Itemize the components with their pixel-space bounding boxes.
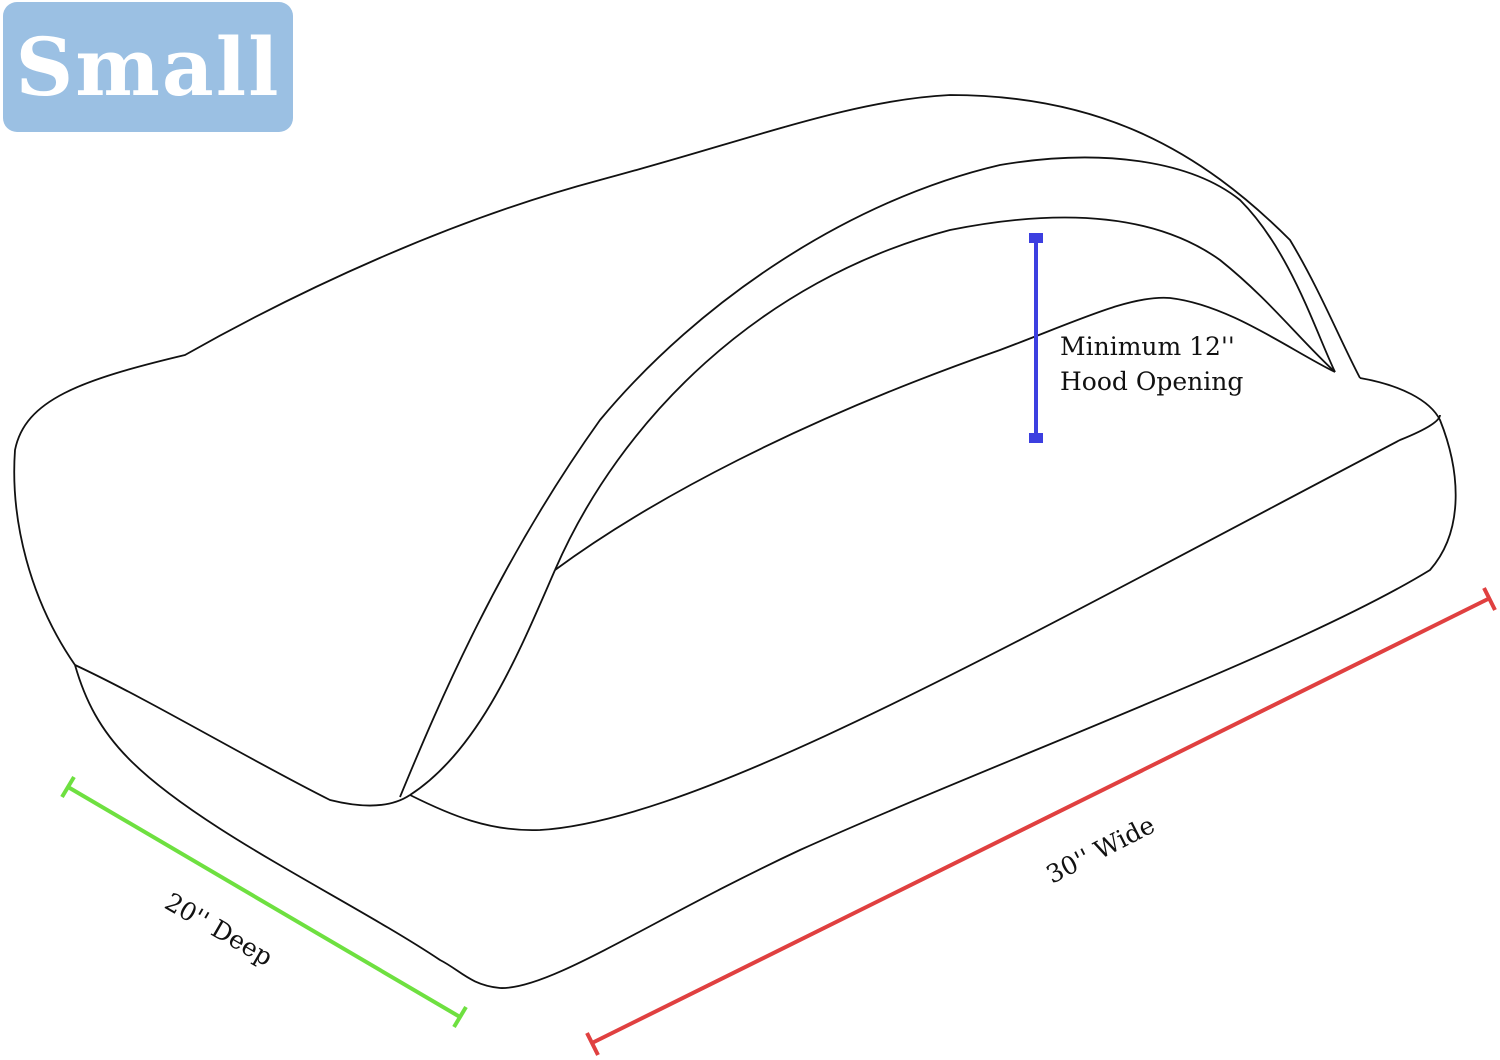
- hood-side: [409, 569, 556, 796]
- depth-dimension: 20'' Deep: [60, 775, 468, 1029]
- hood-line-cap-top: [1029, 233, 1043, 243]
- cushion-right: [74, 377, 1457, 989]
- hood-label-line1: Minimum 12'': [1060, 332, 1235, 361]
- size-badge: Small: [3, 2, 293, 132]
- size-badge-label: Small: [15, 20, 281, 114]
- depth-cap-start: [60, 775, 76, 799]
- hood-line-cap-bottom: [1029, 433, 1043, 443]
- hood-label-line2: Hood Opening: [1060, 367, 1243, 396]
- width-label: 30'' Wide: [1042, 810, 1160, 889]
- width-dimension: 30'' Wide: [585, 587, 1497, 1056]
- cushion-front-left: [74, 664, 411, 807]
- depth-line: [66, 785, 462, 1019]
- hood-inner-arch: [554, 216, 1336, 571]
- hood-dimension: Minimum 12'' Hood Opening: [1029, 233, 1243, 443]
- bed-outline: [13, 94, 1457, 989]
- hood-outer-edge: [13, 94, 1361, 666]
- width-cap-start: [585, 1032, 600, 1056]
- width-cap-end: [1482, 587, 1497, 611]
- cushion-top-front: [409, 414, 1441, 832]
- width-line: [591, 596, 1491, 1045]
- depth-cap-end: [452, 1005, 468, 1029]
- hood-base-edge: [554, 296, 1336, 571]
- hood-rim: [399, 156, 1336, 798]
